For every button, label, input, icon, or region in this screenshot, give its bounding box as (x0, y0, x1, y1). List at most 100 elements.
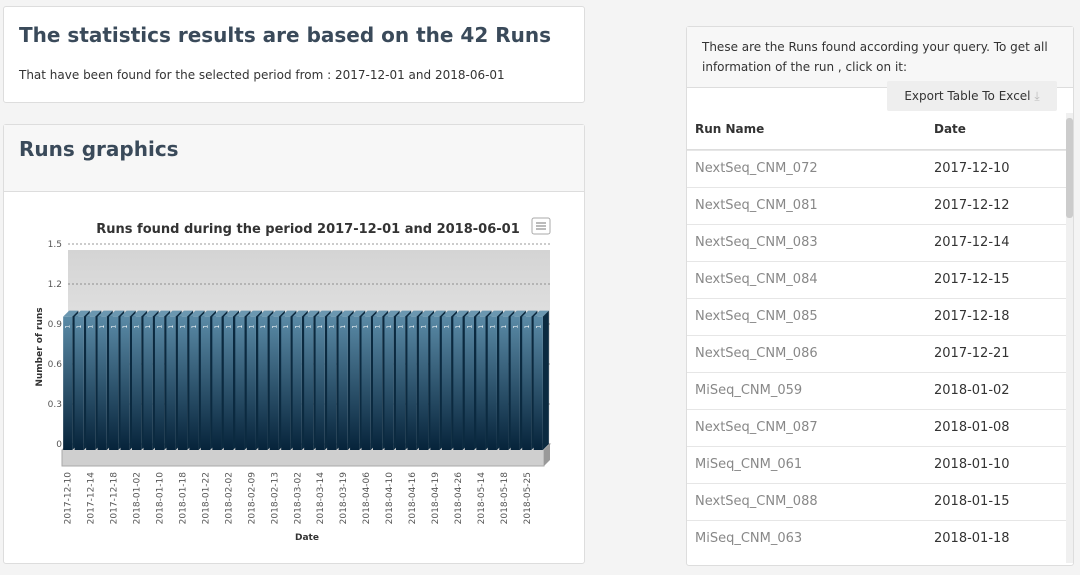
export-label: Export Table To Excel (904, 89, 1031, 103)
table-row[interactable]: NextSeq_CNM_086 2017-12-21 (687, 335, 1067, 373)
data-label: 1 (329, 325, 336, 329)
bar-top (235, 310, 251, 317)
bar-top (109, 310, 125, 317)
data-label: 1 (168, 325, 175, 329)
table-row[interactable]: MiSeq_CNM_061 2018-01-10 (687, 446, 1067, 484)
run-date: 2018-01-15 (934, 494, 1010, 509)
data-label: 1 (180, 325, 187, 329)
data-label: 1 (386, 325, 393, 329)
table-row[interactable]: NextSeq_CNM_081 2017-12-12 (687, 187, 1067, 225)
table-row[interactable]: NextSeq_CNM_072 2017-12-10 (687, 150, 1067, 188)
x-tick-label: 2018-04-26 (454, 472, 464, 525)
bar (258, 316, 268, 450)
run-name: MiSeq_CNM_061 (695, 457, 803, 472)
x-tick-label: 2018-04-10 (385, 472, 395, 525)
bar-top (430, 310, 446, 317)
run-name: NextSeq_CNM_081 (695, 198, 818, 213)
table-row[interactable]: NextSeq_CNM_088 2018-01-15 (687, 483, 1067, 521)
bar (177, 316, 188, 450)
x-tick-label: 2018-01-10 (156, 472, 166, 525)
bar (407, 316, 417, 450)
run-date: 2017-12-10 (934, 161, 1010, 176)
bar-top (361, 310, 377, 317)
bar-top (86, 310, 102, 317)
table-row[interactable]: MiSeq_CNM_059 2018-01-02 (687, 372, 1067, 410)
column-header: Run Name (695, 122, 765, 136)
x-tick-label: 2018-01-18 (179, 472, 189, 525)
bar (373, 316, 383, 450)
bar (281, 316, 291, 450)
data-label: 1 (432, 325, 439, 329)
x-tick-label: 2018-02-02 (224, 472, 234, 524)
bar (430, 316, 440, 450)
bar (212, 316, 222, 450)
data-label: 1 (145, 325, 152, 329)
run-name: MiSeq_CNM_063 (695, 531, 803, 546)
bar (269, 316, 279, 450)
x-tick-label: 2018-04-19 (431, 472, 441, 525)
export-button[interactable]: Export Table To Excel ⤓ (887, 81, 1057, 111)
data-label: 1 (271, 325, 278, 329)
table-row[interactable]: NextSeq_CNM_083 2017-12-14 (687, 224, 1067, 262)
bar-side (542, 310, 549, 450)
data-label: 1 (363, 325, 370, 329)
run-date: 2017-12-12 (934, 198, 1010, 213)
table-row[interactable]: NextSeq_CNM_085 2017-12-18 (687, 298, 1067, 336)
bar (304, 316, 314, 450)
bar (522, 316, 532, 450)
chart-title: Runs found during the period 2017-12-01 … (96, 222, 519, 237)
summary-title: The statistics results are based on the … (19, 23, 551, 47)
bar (63, 316, 73, 450)
data-label: 1 (409, 325, 416, 329)
bar-top (212, 310, 228, 317)
x-tick-label: 2018-05-18 (500, 472, 510, 525)
bar-top (418, 310, 435, 317)
bar-top (154, 310, 171, 317)
data-label: 1 (202, 325, 209, 329)
scrollbar[interactable] (1066, 113, 1073, 563)
y-tick-label: 0.3 (48, 400, 62, 410)
data-label: 1 (306, 325, 313, 329)
x-tick-label: 2018-04-16 (408, 472, 418, 525)
bar (441, 316, 452, 450)
x-tick-label: 2018-01-02 (133, 472, 143, 524)
data-label: 1 (134, 325, 141, 329)
bar-top (373, 310, 389, 317)
chart: Runs found during the period 2017-12-01 … (35, 217, 552, 543)
bar (395, 316, 406, 450)
table-row[interactable]: MiSeq_CNM_063 2018-01-18 (687, 520, 1067, 558)
bar-top (166, 310, 182, 317)
data-label: 1 (191, 325, 198, 329)
bar-top (499, 310, 515, 317)
y-tick-label: 0 (56, 440, 62, 450)
chart-menu[interactable] (531, 217, 551, 235)
data-label: 1 (478, 325, 485, 329)
summary-subtitle: That have been found for the selected pe… (19, 68, 505, 82)
bar-top (441, 310, 458, 317)
x-tick-label: 2018-03-19 (339, 472, 349, 525)
bar (315, 316, 325, 450)
table-row[interactable]: NextSeq_CNM_084 2017-12-15 (687, 261, 1067, 299)
x-tick-label: 2018-03-02 (293, 472, 303, 524)
run-date: 2018-01-08 (934, 420, 1010, 435)
summary-panel: The statistics results are based on the … (3, 6, 585, 103)
run-date: 2017-12-21 (934, 346, 1010, 361)
bar-top (97, 310, 113, 317)
data-label: 1 (501, 325, 508, 329)
bar-top (304, 310, 320, 317)
data-label: 1 (489, 325, 496, 329)
bar (499, 316, 509, 450)
bar-top (120, 310, 136, 317)
table-row[interactable]: NextSeq_CNM_087 2018-01-08 (687, 409, 1067, 447)
bar-top (315, 310, 331, 317)
bar-top (63, 310, 79, 317)
bar (246, 316, 256, 450)
run-date: 2017-12-15 (934, 272, 1010, 287)
data-label: 1 (535, 325, 542, 329)
bar-top (143, 310, 159, 317)
graphics-header: Runs graphics (4, 125, 584, 192)
column-header: Date (934, 122, 966, 136)
run-date: 2018-01-18 (934, 531, 1010, 546)
bar (418, 316, 429, 450)
bar-top (510, 310, 526, 317)
